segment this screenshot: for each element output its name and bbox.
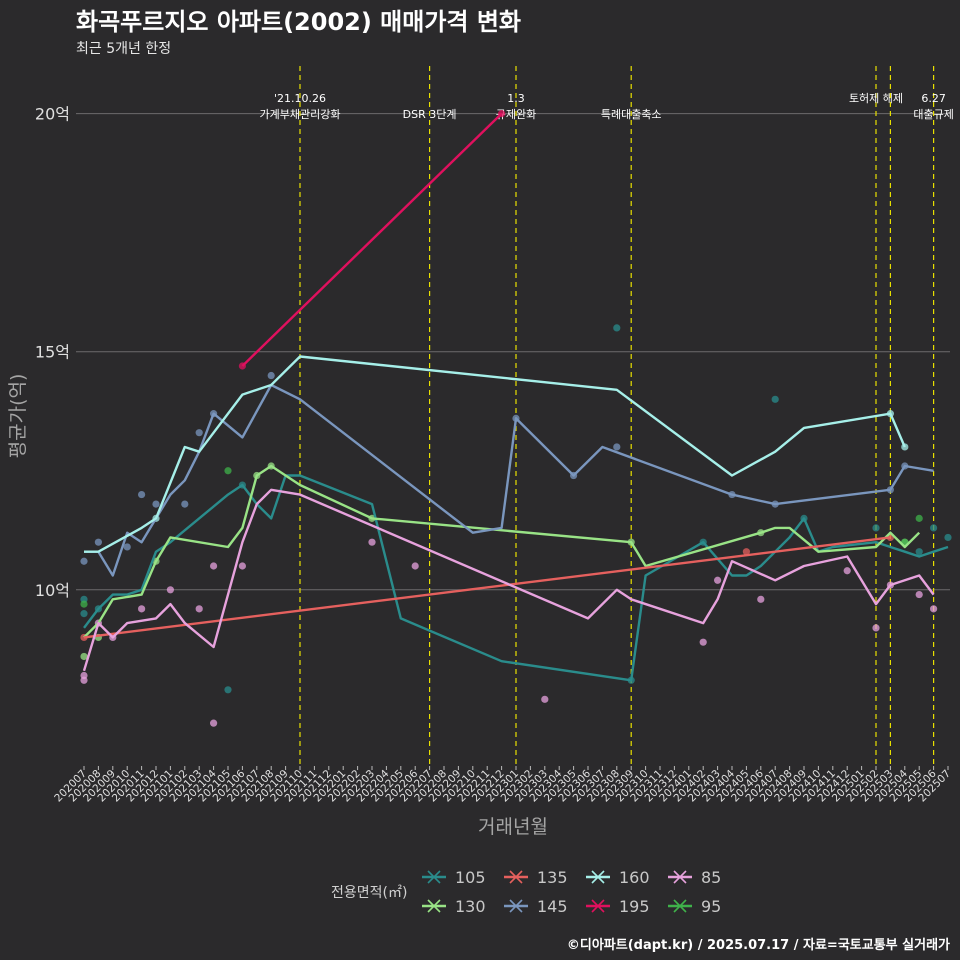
- data-point-85-1: [80, 671, 88, 680]
- legend-title: 전용면적(㎡): [331, 885, 407, 901]
- y-tick-label-20: 20억: [35, 105, 70, 124]
- data-point-105-10: [872, 524, 880, 532]
- event-label-202506: 6.27: [921, 92, 946, 105]
- data-point-85-14: [714, 576, 722, 584]
- data-point-105-13: [944, 533, 952, 542]
- x-axis-title: 거래년월: [478, 816, 548, 838]
- event-label-202110: '21.10.26: [274, 92, 326, 105]
- data-point-85-17: [872, 624, 880, 632]
- data-point-145-8: [267, 371, 275, 380]
- series-line-135: [83, 536, 891, 639]
- data-point-95-0: [80, 600, 88, 608]
- legend-cross-160: [591, 870, 605, 884]
- legend-label-105: 105: [455, 868, 486, 887]
- event-label-202309: 특례대출축소: [601, 108, 662, 121]
- data-point-85-11: [411, 562, 419, 570]
- data-point-105-5: [613, 324, 621, 332]
- data-point-130-0: [80, 652, 88, 661]
- event-label-202502: 토허제 해제: [849, 91, 903, 105]
- gridlines: [76, 113, 950, 591]
- data-point-85-16: [843, 567, 851, 575]
- data-point-85-7: [210, 719, 218, 727]
- legend-cross-135: [509, 870, 523, 884]
- legend-label-95: 95: [701, 897, 721, 916]
- series-line-195: [241, 112, 503, 367]
- event-markers: '21.10.26 가계부채관리강화 DSR 3단계 1.3 규제완화 특례대출축소 토허제…: [260, 66, 954, 766]
- data-point-95-1: [224, 467, 232, 475]
- data-point-145-6: [195, 429, 203, 437]
- y-tick-label-15: 15억: [35, 343, 70, 362]
- data-point-145-2: [123, 543, 131, 551]
- legend-cross-105: [427, 870, 441, 884]
- data-point-105-12: [930, 524, 938, 532]
- data-point-135-1: [742, 548, 751, 556]
- chart-title: 화곡푸르지오 아파트(2002) 매매가격 변화: [76, 8, 521, 36]
- data-point-85-19: [915, 590, 923, 599]
- legend-cross-195: [591, 899, 605, 913]
- axes: 10억15억20억2020072020082020092020102020112…: [7, 105, 953, 838]
- legend-label-195: 195: [619, 897, 650, 916]
- series-line-105: [83, 474, 949, 682]
- event-label-202301: 1.3: [507, 92, 525, 105]
- data-point-145-1: [94, 538, 102, 546]
- series-layer: [80, 110, 952, 727]
- data-point-105-8: [771, 395, 779, 403]
- y-tick-label-10: 10억: [35, 581, 70, 600]
- data-point-85-5: [166, 586, 174, 594]
- source-caption: ©디아파트(dapt.kr) / 2025.07.17 / 자료=국토교통부 실…: [566, 938, 950, 953]
- series-line-85: [82, 488, 935, 672]
- series-line-160: [84, 355, 906, 553]
- data-point-145-0: [80, 557, 88, 565]
- legend-label-85: 85: [701, 868, 721, 887]
- data-point-145-5: [181, 500, 189, 508]
- data-point-85-4: [138, 605, 146, 613]
- event-label-202506: 대출규제: [913, 108, 953, 121]
- legend-label-135: 135: [537, 868, 568, 887]
- legend-label-160: 160: [619, 868, 650, 887]
- event-label-202110: 가계부채관리강화: [260, 108, 341, 121]
- data-point-145-3: [138, 490, 146, 499]
- event-label-202301: 규제완화: [496, 108, 536, 121]
- data-point-95-2: [915, 514, 923, 522]
- legend-cross-85: [673, 870, 687, 884]
- legend-label-145: 145: [537, 897, 568, 916]
- y-axis-title: 평균가(억): [7, 374, 29, 459]
- data-point-145-4: [152, 500, 160, 508]
- data-point-85-12: [541, 695, 549, 703]
- legend-cross-95: [673, 899, 687, 913]
- data-point-85-20: [930, 605, 938, 613]
- chart-subtitle: 최근 5개년 한정: [76, 41, 172, 57]
- legend: 전용면적(㎡) 105 130 135 145 160 195 85 95: [331, 868, 721, 916]
- series-line-130: [83, 464, 921, 639]
- data-point-105-3: [224, 686, 232, 694]
- event-label-202207: DSR 3단계: [403, 108, 457, 121]
- data-point-105-11: [915, 548, 923, 556]
- data-point-85-6: [195, 605, 203, 613]
- legend-cross-145: [509, 899, 523, 913]
- data-point-85-8: [210, 562, 218, 570]
- data-point-85-10: [368, 538, 376, 546]
- data-point-85-15: [757, 595, 765, 603]
- legend-label-130: 130: [455, 897, 486, 916]
- data-point-85-9: [238, 562, 246, 570]
- legend-cross-130: [427, 899, 441, 913]
- data-point-105-0: [80, 610, 88, 618]
- data-point-85-13: [699, 638, 707, 646]
- data-point-145-11: [613, 443, 621, 451]
